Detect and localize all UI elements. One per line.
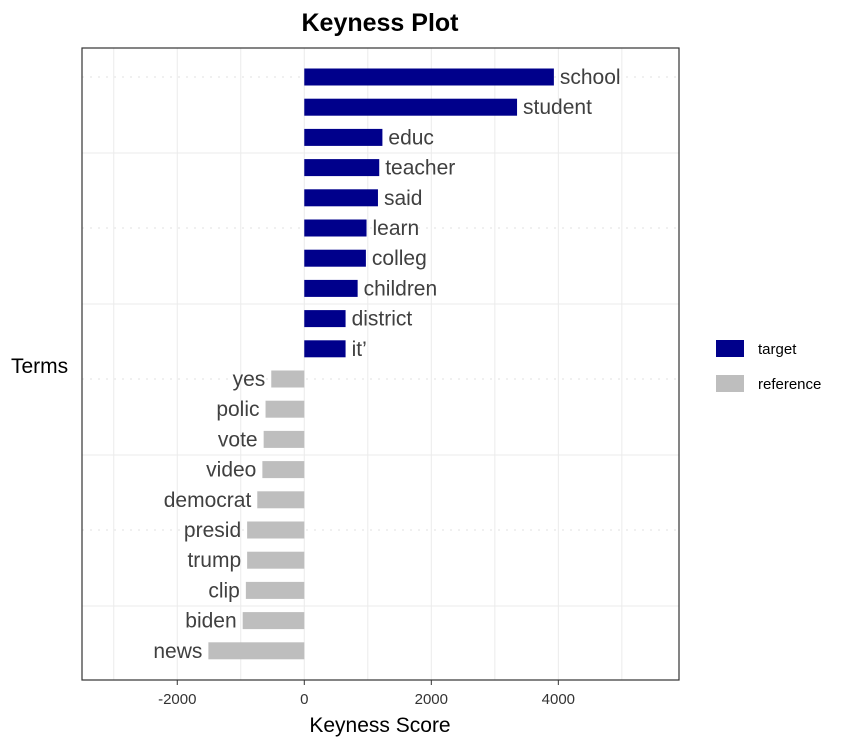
bar-it: [304, 340, 346, 358]
legend-label-reference: reference: [758, 376, 821, 393]
bars: [208, 68, 554, 660]
bar-label: colleg: [372, 247, 427, 270]
bar-label: children: [364, 277, 438, 300]
bar-democrat: [257, 491, 305, 509]
bar-label: student: [523, 96, 592, 119]
bar-news: [208, 642, 305, 660]
legend-swatch-reference: [716, 375, 744, 392]
bar-label: trump: [187, 549, 241, 572]
bar-presid: [247, 521, 305, 539]
x-tick-label: 0: [300, 691, 308, 708]
bar-student: [304, 98, 518, 116]
bar-video: [262, 461, 305, 479]
legend-label-target: target: [758, 341, 797, 358]
bar-label: district: [352, 308, 413, 331]
bar-label: yes: [233, 368, 266, 391]
bar-school: [304, 68, 554, 86]
grid-lines: [82, 48, 679, 680]
bar-label: educ: [388, 126, 434, 149]
x-axis: -2000 0 2000 4000: [158, 680, 575, 708]
chart-title: Keyness Plot: [301, 9, 459, 37]
bar-label: video: [206, 459, 256, 482]
bar-educ: [304, 128, 383, 146]
bar-label: news: [153, 640, 202, 663]
bar-label: democrat: [164, 489, 252, 512]
bar-label: clip: [208, 579, 240, 602]
bar-vote: [263, 430, 305, 448]
legend-swatch-target: [716, 340, 744, 357]
bar-label: presid: [184, 519, 241, 542]
bar-teacher: [304, 159, 380, 177]
bar-label: it’: [352, 338, 367, 361]
x-tick-label: 4000: [542, 691, 575, 708]
bar-label: vote: [218, 428, 258, 451]
bar-label: biden: [185, 610, 236, 633]
bar-district: [304, 310, 346, 328]
bar-yes: [271, 370, 305, 388]
bar-colleg: [304, 249, 366, 267]
bar-learn: [304, 219, 367, 237]
panel-border: [81, 47, 680, 681]
bar-label: said: [384, 187, 423, 210]
bar-trump: [247, 551, 305, 569]
x-tick-label: 2000: [415, 691, 448, 708]
y-axis-title: Terms: [11, 355, 68, 378]
bar-label: teacher: [385, 157, 455, 180]
bar-said: [304, 189, 378, 207]
legend: target reference: [716, 340, 821, 393]
bar-label: polic: [216, 398, 259, 421]
bar-label: learn: [373, 217, 420, 240]
x-axis-title: Keyness Score: [309, 714, 450, 737]
bar-label: school: [560, 66, 621, 89]
bar-labels: school student educ teacher said learn colleg c…: [153, 66, 620, 663]
bar-children: [304, 279, 358, 297]
x-tick-label: -2000: [158, 691, 196, 708]
bar-polic: [265, 400, 305, 418]
bar-clip: [245, 581, 305, 599]
bar-biden: [242, 612, 305, 630]
